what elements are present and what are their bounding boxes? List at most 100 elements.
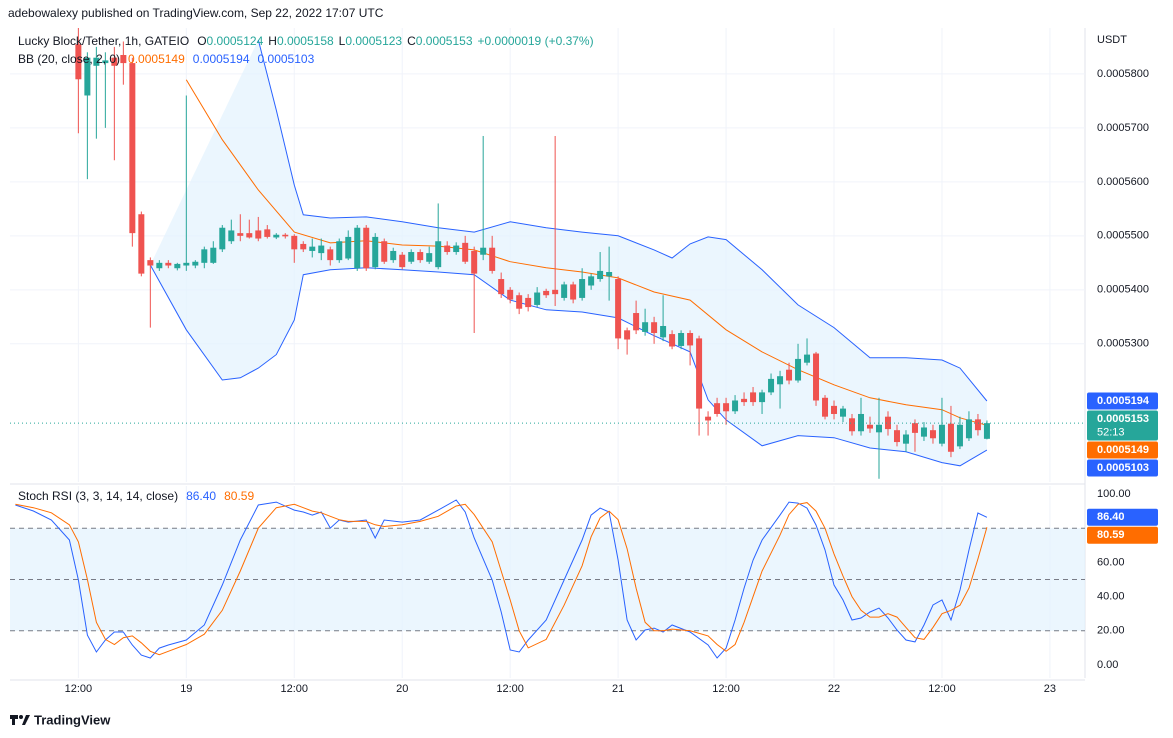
candle-body bbox=[237, 233, 244, 236]
legend-item: +0.0000019 (+0.37%) bbox=[478, 34, 594, 48]
legend-item: 0.0005149 bbox=[128, 52, 185, 66]
candle-body bbox=[642, 322, 649, 332]
candle-body bbox=[111, 57, 118, 66]
candle-body bbox=[561, 284, 568, 298]
legend-item: Lucky Block/Tether, 1h, GATEIO bbox=[18, 34, 189, 48]
candle-body bbox=[318, 245, 325, 254]
candle-body bbox=[570, 284, 577, 300]
legend-item: Stoch RSI (3, 3, 14, 14, close) bbox=[18, 489, 178, 503]
price-label-box bbox=[1087, 392, 1158, 410]
candle-body bbox=[282, 234, 289, 237]
x-tick-label: 12:00 bbox=[281, 683, 309, 695]
candle-body bbox=[615, 279, 622, 339]
candle-body bbox=[929, 430, 936, 439]
candle-body bbox=[588, 276, 595, 286]
candle-body bbox=[75, 44, 82, 80]
legend-item: C bbox=[407, 34, 416, 48]
y-tick-label: 20.00 bbox=[1097, 625, 1125, 637]
candle-body bbox=[372, 236, 379, 268]
candle-body bbox=[831, 405, 838, 414]
candle-body bbox=[390, 250, 397, 261]
y-tick-label: 0.0005300 bbox=[1097, 338, 1149, 350]
candle-body bbox=[552, 289, 559, 295]
candle-body bbox=[489, 247, 496, 271]
candle-body bbox=[893, 430, 900, 443]
legend: Stoch RSI (3, 3, 14, 14, close) 86.40 80.5… bbox=[18, 489, 254, 503]
bb-line bbox=[149, 264, 988, 467]
candle-body bbox=[435, 241, 442, 268]
candle-body bbox=[884, 416, 891, 430]
candle-body bbox=[696, 338, 703, 409]
candle-body bbox=[93, 57, 100, 66]
candle-body bbox=[300, 243, 307, 250]
x-tick-label: 12:00 bbox=[65, 683, 93, 695]
legend: Lucky Block/Tether, 1h, GATEIO O0.0005124… bbox=[18, 34, 594, 48]
candle-body bbox=[597, 270, 604, 280]
x-tick-label: 23 bbox=[1044, 683, 1056, 695]
candle-body bbox=[210, 247, 217, 263]
x-tick-label: 12:00 bbox=[928, 683, 956, 695]
candle-body bbox=[426, 253, 433, 262]
candle-body bbox=[471, 250, 478, 274]
candle-body bbox=[102, 60, 109, 64]
candle-body bbox=[534, 292, 541, 305]
candle-body bbox=[165, 262, 172, 266]
legend-item: BB (20, close, 2, 0) bbox=[18, 52, 120, 66]
candle-body bbox=[732, 400, 739, 412]
candle-body bbox=[795, 358, 802, 381]
y-tick-label: 0.0005700 bbox=[1097, 122, 1149, 134]
candle-body bbox=[480, 247, 487, 255]
candle-body bbox=[219, 227, 226, 250]
candle-body bbox=[147, 260, 154, 266]
candle-body bbox=[192, 261, 199, 266]
candle-body bbox=[336, 241, 343, 261]
y-tick-label: 40.00 bbox=[1097, 591, 1125, 603]
candle-body bbox=[687, 333, 694, 346]
legend: BB (20, close, 2, 0) 0.0005149 0.0005194 0.… bbox=[18, 52, 315, 66]
candle-body bbox=[309, 246, 316, 251]
candle-body bbox=[651, 322, 658, 334]
candle-body bbox=[813, 353, 820, 401]
candle-body bbox=[345, 236, 352, 259]
price-label-box bbox=[1087, 410, 1158, 441]
x-tick-label: 19 bbox=[180, 683, 192, 695]
candle-body bbox=[902, 434, 909, 444]
stoch-pane bbox=[10, 486, 1085, 678]
legend-item: 0.0005194 bbox=[193, 52, 250, 66]
candle-body bbox=[579, 279, 586, 298]
candle-body bbox=[983, 423, 990, 439]
candle-body bbox=[947, 423, 954, 452]
candle-body bbox=[273, 234, 280, 238]
footer-logo bbox=[10, 715, 30, 725]
candle-body bbox=[804, 354, 811, 363]
price-label: 86.40 bbox=[1097, 511, 1125, 523]
x-tick-label: 22 bbox=[828, 683, 840, 695]
candle-body bbox=[678, 333, 685, 346]
price-label-box bbox=[1087, 508, 1158, 526]
candle-body bbox=[606, 272, 613, 277]
candle-body bbox=[525, 297, 532, 308]
candle-body bbox=[156, 262, 163, 269]
candle-body bbox=[956, 424, 963, 447]
legend-item: 80.59 bbox=[224, 489, 254, 503]
candle-body bbox=[777, 376, 784, 385]
y-tick-label: 0.0005800 bbox=[1097, 68, 1149, 80]
candle-body bbox=[408, 252, 415, 262]
candle-body bbox=[660, 325, 667, 338]
price-label: 0.0005103 bbox=[1097, 462, 1149, 474]
x-tick-label: 12:00 bbox=[712, 683, 740, 695]
legend-item: 0.0005124 bbox=[207, 34, 264, 48]
candle-body bbox=[633, 313, 640, 331]
candle-body bbox=[840, 408, 847, 417]
candle-body bbox=[543, 290, 550, 296]
candle-body bbox=[965, 419, 972, 439]
candle-body bbox=[201, 249, 208, 263]
candle-body bbox=[714, 403, 721, 414]
candle-body bbox=[462, 242, 469, 262]
candle-body bbox=[417, 252, 424, 261]
candle-body bbox=[849, 418, 856, 432]
legend-item: 0.0005153 bbox=[416, 34, 473, 48]
legend-item: O bbox=[197, 34, 206, 48]
candle-body bbox=[768, 378, 775, 393]
